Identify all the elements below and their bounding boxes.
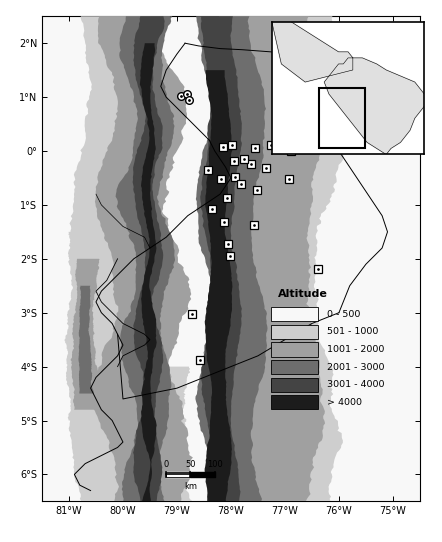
Text: km: km: [184, 482, 197, 492]
Bar: [271, 307, 318, 321]
Polygon shape: [324, 58, 424, 154]
Text: 2001 - 3000: 2001 - 3000: [327, 363, 385, 372]
Bar: [320, 88, 365, 149]
Text: 50: 50: [185, 460, 196, 469]
Bar: [271, 360, 318, 374]
Text: 1001 - 2000: 1001 - 2000: [327, 345, 385, 354]
Polygon shape: [71, 259, 99, 410]
Bar: [271, 343, 318, 357]
Bar: [271, 395, 318, 409]
Text: > 4000: > 4000: [327, 398, 362, 407]
Polygon shape: [140, 43, 156, 501]
Polygon shape: [90, 16, 193, 501]
Polygon shape: [217, 16, 325, 501]
Bar: [166, 472, 191, 477]
Polygon shape: [215, 16, 346, 501]
Polygon shape: [116, 16, 175, 501]
Text: 3001 - 4000: 3001 - 4000: [327, 380, 385, 389]
Text: 100: 100: [207, 460, 223, 469]
Bar: [271, 378, 318, 392]
Text: 0 - 500: 0 - 500: [327, 309, 361, 319]
Text: Altitude: Altitude: [278, 289, 328, 299]
Bar: [191, 472, 215, 477]
Polygon shape: [78, 286, 94, 393]
Text: 501 - 1000: 501 - 1000: [327, 327, 378, 337]
Polygon shape: [142, 366, 192, 501]
Polygon shape: [272, 22, 353, 82]
Polygon shape: [65, 232, 114, 421]
Polygon shape: [205, 70, 232, 501]
Polygon shape: [195, 16, 267, 501]
Bar: [271, 325, 318, 339]
Polygon shape: [200, 16, 242, 501]
Polygon shape: [69, 16, 177, 501]
Polygon shape: [133, 16, 165, 501]
Text: 0: 0: [164, 460, 169, 469]
